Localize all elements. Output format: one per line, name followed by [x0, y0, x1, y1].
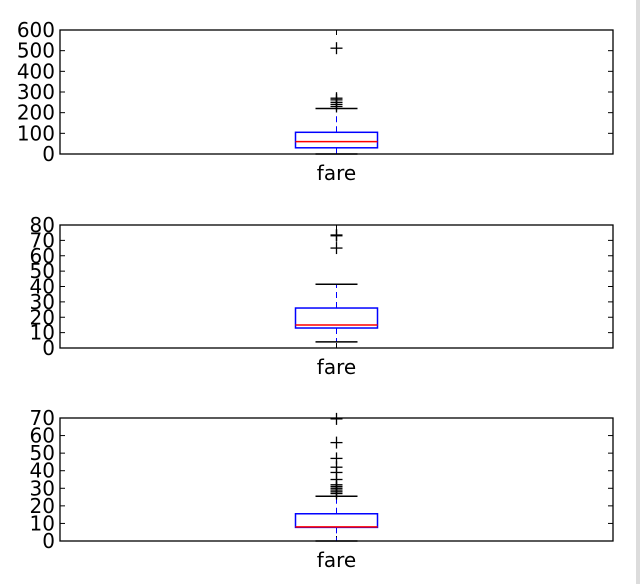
x-axis-label: fare [317, 355, 356, 379]
window-edge [636, 0, 640, 584]
outlier-marker [330, 436, 343, 449]
outlier-marker [330, 42, 343, 55]
y-tick-label: 600 [17, 18, 55, 42]
y-tick-label: 20 [30, 494, 55, 518]
iqr-box [294, 307, 379, 329]
y-tick-label: 30 [30, 290, 55, 314]
y-tick-label: 50 [30, 259, 55, 283]
y-tick-label: 10 [30, 511, 55, 535]
y-tick-label: 60 [30, 244, 55, 268]
y-tick-label: 200 [17, 101, 55, 125]
outlier-marker [330, 412, 343, 425]
y-tick-label: 40 [30, 275, 55, 299]
y-tick-label: 60 [30, 424, 55, 448]
y-tick-label: 0 [42, 336, 55, 360]
x-axis-label: fare [317, 161, 356, 185]
y-tick-label: 70 [30, 228, 55, 252]
outlier-marker [330, 228, 343, 241]
y-tick-label: 40 [30, 459, 55, 483]
y-tick-label: 70 [30, 406, 55, 430]
iqr-box [294, 131, 379, 149]
y-tick-label: 500 [17, 39, 55, 63]
y-tick-label: 0 [42, 529, 55, 553]
y-tick-label: 400 [17, 59, 55, 83]
y-tick-label: 10 [30, 321, 55, 345]
y-tick-label: 50 [30, 441, 55, 465]
y-tick-label: 20 [30, 305, 55, 329]
y-tick-label: 30 [30, 476, 55, 500]
outlier-marker [330, 452, 343, 465]
y-tick-label: 100 [17, 121, 55, 145]
x-axis-label: fare [317, 548, 356, 572]
y-tick-label: 300 [17, 80, 55, 104]
outlier-marker [330, 242, 343, 255]
outlier-marker [330, 92, 343, 105]
y-tick-label: 80 [30, 213, 55, 237]
y-tick-label: 0 [42, 142, 55, 166]
